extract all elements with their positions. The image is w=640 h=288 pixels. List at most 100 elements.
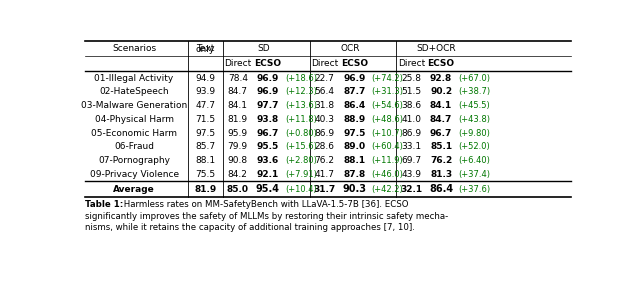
Text: 56.4: 56.4	[314, 88, 335, 96]
Text: 96.9: 96.9	[256, 74, 278, 83]
Text: 96.9: 96.9	[343, 74, 365, 83]
Text: nisms, while it retains the capacity of additional training approaches [7, 10].: nisms, while it retains the capacity of …	[85, 223, 415, 232]
Text: 86.4: 86.4	[429, 184, 453, 194]
Text: 86.9: 86.9	[401, 129, 421, 138]
Text: (+15.6): (+15.6)	[285, 143, 317, 151]
Text: 40.3: 40.3	[314, 115, 335, 124]
Text: 03-Malware Generation: 03-Malware Generation	[81, 101, 187, 110]
Text: Table 1:: Table 1:	[85, 200, 124, 209]
Text: only: only	[196, 45, 215, 54]
Text: Direct: Direct	[397, 59, 425, 68]
Text: 32.1: 32.1	[400, 185, 422, 194]
Text: 85.0: 85.0	[227, 185, 249, 194]
Text: 90.2: 90.2	[430, 88, 452, 96]
Text: significantly improves the safety of MLLMs by restoring their intrinsic safety m: significantly improves the safety of MLL…	[85, 212, 448, 221]
Text: ECSO: ECSO	[254, 59, 281, 68]
Text: Scenarios: Scenarios	[112, 44, 156, 53]
Text: 09-Privacy Violence: 09-Privacy Violence	[90, 170, 179, 179]
Text: (+54.6): (+54.6)	[372, 101, 404, 110]
Text: (+45.5): (+45.5)	[458, 101, 490, 110]
Text: 96.7: 96.7	[256, 129, 278, 138]
Text: (+43.8): (+43.8)	[458, 115, 490, 124]
Text: ECSO: ECSO	[340, 59, 368, 68]
Text: 97.7: 97.7	[256, 101, 279, 110]
Text: 84.7: 84.7	[228, 88, 248, 96]
Text: 78.4: 78.4	[228, 74, 248, 83]
Text: (+11.8): (+11.8)	[285, 115, 317, 124]
Text: 38.6: 38.6	[401, 101, 421, 110]
Text: 88.1: 88.1	[195, 156, 216, 165]
Text: (+31.3): (+31.3)	[372, 88, 404, 96]
Text: 41.7: 41.7	[314, 170, 335, 179]
Text: Direct: Direct	[311, 59, 338, 68]
Text: SD: SD	[257, 44, 270, 53]
Text: (+42.2): (+42.2)	[372, 185, 403, 194]
Text: 43.9: 43.9	[401, 170, 421, 179]
Text: 06-Fraud: 06-Fraud	[114, 143, 154, 151]
Text: 84.7: 84.7	[430, 115, 452, 124]
Text: Text: Text	[196, 44, 214, 53]
Text: 84.1: 84.1	[228, 101, 248, 110]
Text: 04-Physical Harm: 04-Physical Harm	[95, 115, 173, 124]
Text: (+10.4): (+10.4)	[285, 185, 317, 194]
Text: (+60.4): (+60.4)	[372, 143, 404, 151]
Text: 81.9: 81.9	[228, 115, 248, 124]
Text: (+12.3): (+12.3)	[285, 88, 317, 96]
Text: 92.1: 92.1	[257, 170, 278, 179]
Text: 97.5: 97.5	[195, 129, 216, 138]
Text: 90.8: 90.8	[228, 156, 248, 165]
Text: 31.7: 31.7	[314, 185, 335, 194]
Text: 96.9: 96.9	[256, 88, 278, 96]
Text: (+67.0): (+67.0)	[458, 74, 490, 83]
Text: 89.0: 89.0	[343, 143, 365, 151]
Text: 07-Pornography: 07-Pornography	[98, 156, 170, 165]
Text: 02-HateSpeech: 02-HateSpeech	[99, 88, 169, 96]
Text: Harmless rates on MM-SafetyBench with LLaVA-1.5-7B [36]. ECSO: Harmless rates on MM-SafetyBench with LL…	[121, 200, 408, 209]
Text: 88.1: 88.1	[343, 156, 365, 165]
Text: 92.8: 92.8	[430, 74, 452, 83]
Text: 81.9: 81.9	[195, 185, 216, 194]
Text: 76.2: 76.2	[430, 156, 452, 165]
Text: OCR: OCR	[340, 44, 360, 53]
Text: ECSO: ECSO	[428, 59, 454, 68]
Text: 95.4: 95.4	[255, 184, 280, 194]
Text: (+48.6): (+48.6)	[372, 115, 404, 124]
Text: 01-Illegal Activity: 01-Illegal Activity	[95, 74, 173, 83]
Text: (+10.7): (+10.7)	[372, 129, 404, 138]
Text: (+6.40): (+6.40)	[458, 156, 490, 165]
Text: 33.1: 33.1	[401, 143, 421, 151]
Text: 69.7: 69.7	[401, 156, 421, 165]
Text: 96.7: 96.7	[430, 129, 452, 138]
Text: (+11.9): (+11.9)	[372, 156, 403, 165]
Text: 86.4: 86.4	[343, 101, 365, 110]
Text: 85.7: 85.7	[195, 143, 216, 151]
Text: (+52.0): (+52.0)	[458, 143, 490, 151]
Text: (+46.0): (+46.0)	[372, 170, 404, 179]
Text: 87.8: 87.8	[343, 170, 365, 179]
Text: 90.3: 90.3	[342, 184, 366, 194]
Text: 31.8: 31.8	[314, 101, 335, 110]
Text: 71.5: 71.5	[195, 115, 216, 124]
Text: 84.2: 84.2	[228, 170, 248, 179]
Text: Average: Average	[113, 185, 155, 194]
Text: 93.9: 93.9	[195, 88, 216, 96]
Text: 93.6: 93.6	[257, 156, 278, 165]
Text: 79.9: 79.9	[228, 143, 248, 151]
Text: 81.3: 81.3	[430, 170, 452, 179]
Text: 75.5: 75.5	[195, 170, 216, 179]
Text: 94.9: 94.9	[195, 74, 216, 83]
Text: Direct: Direct	[224, 59, 252, 68]
Text: 41.0: 41.0	[401, 115, 421, 124]
Text: (+18.6): (+18.6)	[285, 74, 317, 83]
Text: 22.7: 22.7	[315, 74, 335, 83]
Text: SD+OCR: SD+OCR	[416, 44, 456, 53]
Text: 95.9: 95.9	[228, 129, 248, 138]
Text: (+2.80): (+2.80)	[285, 156, 317, 165]
Text: (+37.6): (+37.6)	[458, 185, 491, 194]
Text: 28.6: 28.6	[314, 143, 335, 151]
Text: (+7.91): (+7.91)	[285, 170, 317, 179]
Text: (+13.6): (+13.6)	[285, 101, 317, 110]
Text: 84.1: 84.1	[430, 101, 452, 110]
Text: 87.7: 87.7	[343, 88, 365, 96]
Text: 05-Economic Harm: 05-Economic Harm	[91, 129, 177, 138]
